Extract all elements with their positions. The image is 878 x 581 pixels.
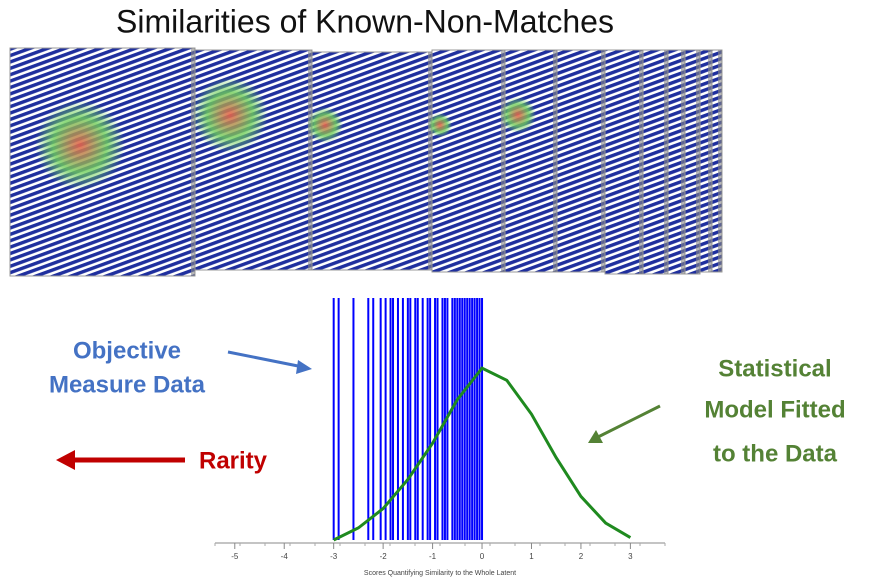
annotation: Statistical [718,355,831,382]
heat-region [428,113,452,137]
annotation: Rarity [199,447,268,474]
fingerprint-strip [9,47,723,277]
heat-region [192,77,268,153]
annotation: Model Fitted [704,396,845,423]
x-tick-label: -3 [330,552,338,561]
panel-shade [308,50,312,270]
arrow [227,350,304,369]
panel-shade [708,50,712,272]
x-tick-label: 3 [628,552,633,561]
panel-shade [681,50,685,274]
density-curve [333,366,632,542]
x-tick-label: -2 [380,552,388,561]
title: Similarities of Known-Non-Matches [116,3,614,39]
x-tick-label: -1 [429,552,437,561]
x-tick-label: -5 [231,552,239,561]
heat-region [35,100,125,190]
x-tick-label: 1 [529,552,534,561]
heat-region [307,107,343,143]
fingerprint-panel [504,49,558,273]
arrow [597,404,661,439]
panel-shade [553,50,557,272]
panel-shade [428,52,432,270]
fingerprint-panel [556,49,606,273]
arrow-head [588,430,603,443]
panel-shade [601,50,605,272]
panel-shade [191,48,195,276]
fingerprint-panel [604,49,644,275]
x-tick-label: 0 [480,552,485,561]
heat-region [500,97,536,133]
panel-shade [501,50,505,272]
panel-shade [696,50,700,274]
fingerprint-panel [311,51,433,271]
annotation: Measure Data [49,371,206,398]
annotation: to the Data [713,440,838,467]
fingerprint-panel [431,49,506,273]
panel-shade [639,50,643,274]
x-axis-label: Scores Quantifying Similarity to the Who… [364,570,516,577]
panel-shade [664,50,668,274]
x-tick-label: 2 [579,552,584,561]
arrow-head [296,360,312,374]
x-tick-label: -4 [281,552,289,561]
annotation: Objective [73,337,181,364]
arrow-head [56,450,75,470]
panel-shade [718,50,722,272]
